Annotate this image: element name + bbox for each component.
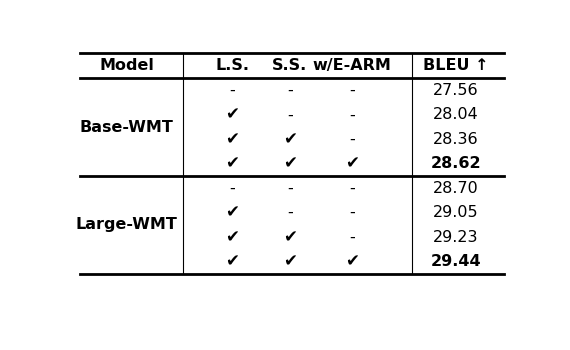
Text: ✔: ✔ xyxy=(345,253,359,271)
Text: w/E-ARM: w/E-ARM xyxy=(312,58,391,73)
Text: 29.44: 29.44 xyxy=(430,254,481,269)
Text: 29.05: 29.05 xyxy=(433,205,478,220)
Text: 28.04: 28.04 xyxy=(433,107,478,122)
Text: -: - xyxy=(287,83,293,98)
Text: -: - xyxy=(230,83,235,98)
Text: 28.62: 28.62 xyxy=(430,156,481,171)
Text: -: - xyxy=(349,83,355,98)
Text: L.S.: L.S. xyxy=(215,58,250,73)
Text: -: - xyxy=(349,132,355,147)
Text: 29.23: 29.23 xyxy=(433,230,478,245)
Text: -: - xyxy=(349,107,355,122)
Text: -: - xyxy=(287,107,293,122)
Text: ✔: ✔ xyxy=(226,106,239,124)
Text: BLEU ↑: BLEU ↑ xyxy=(423,58,488,73)
Text: -: - xyxy=(287,205,293,220)
Text: -: - xyxy=(287,181,293,196)
Text: ✔: ✔ xyxy=(226,228,239,246)
Text: Large-WMT: Large-WMT xyxy=(76,217,177,232)
Text: -: - xyxy=(349,230,355,245)
Text: ✔: ✔ xyxy=(283,155,297,173)
Text: ✔: ✔ xyxy=(345,155,359,173)
Text: -: - xyxy=(349,205,355,220)
Text: Base-WMT: Base-WMT xyxy=(80,120,173,135)
Text: Model: Model xyxy=(99,58,154,73)
Text: ✔: ✔ xyxy=(283,228,297,246)
Text: ✔: ✔ xyxy=(283,130,297,148)
Text: ✔: ✔ xyxy=(283,253,297,271)
Text: 28.36: 28.36 xyxy=(433,132,478,147)
Text: -: - xyxy=(349,181,355,196)
Text: ✔: ✔ xyxy=(226,204,239,222)
Text: ✔: ✔ xyxy=(226,130,239,148)
Text: -: - xyxy=(230,181,235,196)
Text: 27.56: 27.56 xyxy=(433,83,478,98)
Text: ✔: ✔ xyxy=(226,253,239,271)
Text: S.S.: S.S. xyxy=(272,58,308,73)
Text: ✔: ✔ xyxy=(226,155,239,173)
Text: 28.70: 28.70 xyxy=(433,181,478,196)
